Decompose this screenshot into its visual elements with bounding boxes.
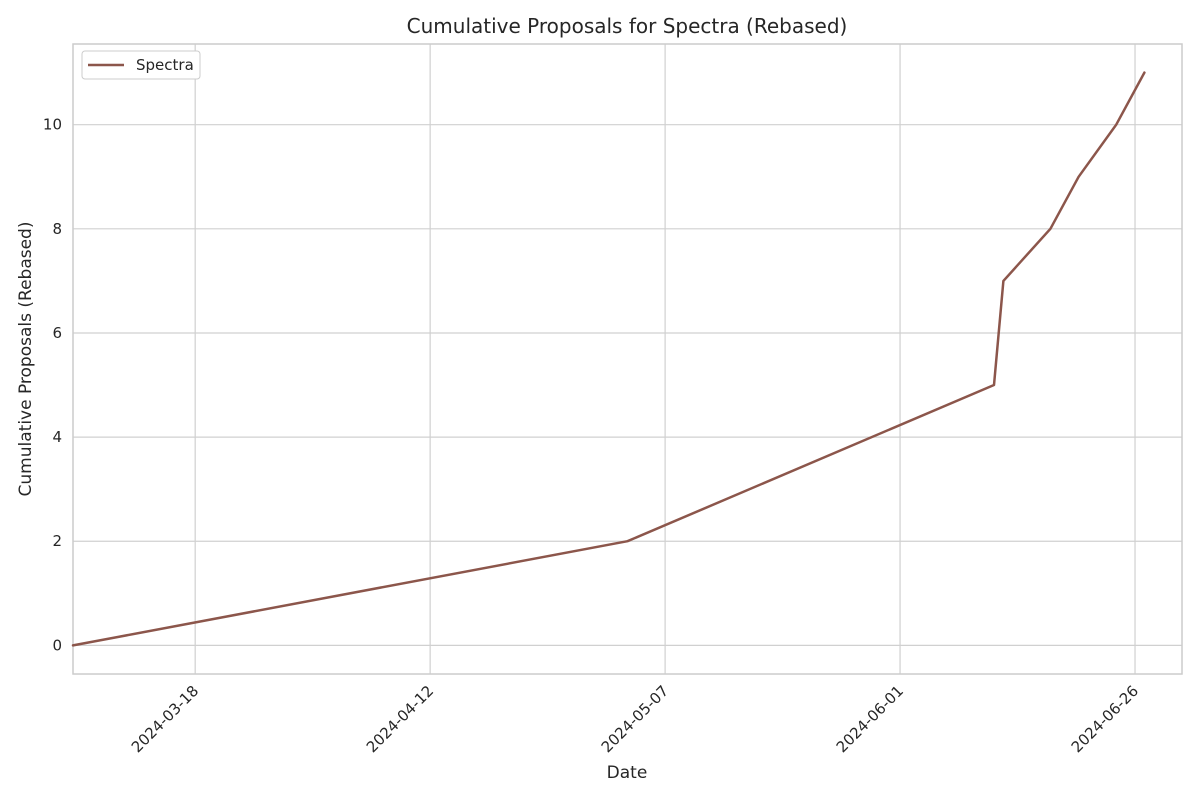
grid (73, 44, 1182, 674)
y-tick-label: 8 (52, 220, 62, 238)
series-layer (71, 71, 1146, 647)
y-tick-label: 4 (52, 428, 62, 446)
y-tick-label: 0 (52, 636, 62, 654)
y-tick-label: 2 (52, 532, 62, 550)
x-axis-label: Date (607, 763, 648, 783)
y-tick-label: 6 (52, 324, 62, 342)
series-line-spectra (71, 71, 1146, 647)
legend-frame (81, 50, 201, 80)
plot-frame (72, 43, 1183, 675)
legend-label-spectra: Spectra (136, 56, 194, 74)
y-axis-label: Cumulative Proposals (Rebased) (16, 222, 36, 497)
chart-title: Cumulative Proposals for Spectra (Rebase… (407, 14, 848, 38)
y-tick-label: 10 (43, 116, 62, 134)
legend: Spectra (81, 50, 201, 80)
